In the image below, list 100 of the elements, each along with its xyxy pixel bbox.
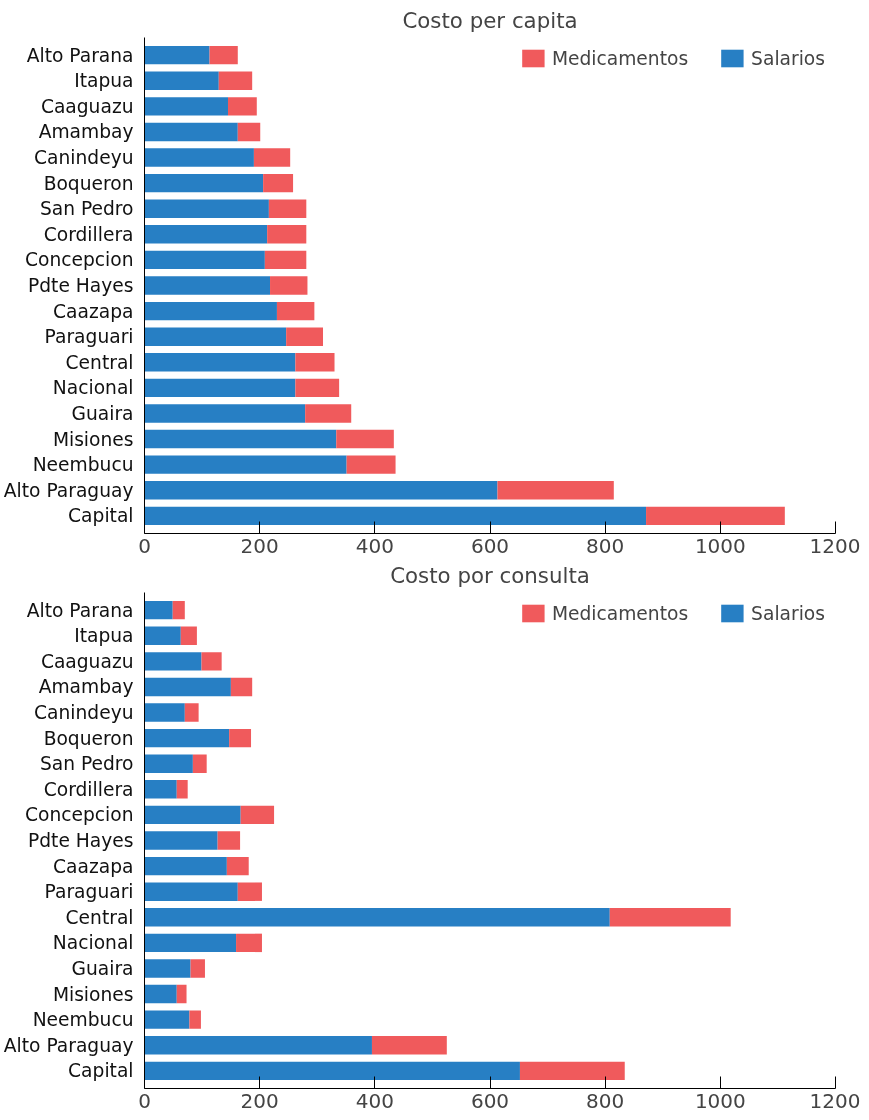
y-tick-label: Canindeyu bbox=[34, 702, 134, 724]
y-tick-label: Nacional bbox=[52, 932, 134, 954]
x-tick-label: 1200 bbox=[809, 533, 861, 558]
bar bbox=[209, 45, 238, 65]
bar bbox=[144, 984, 177, 1004]
y-tick-label: Neembucu bbox=[32, 454, 134, 476]
chart-title: Costo per capita bbox=[402, 7, 578, 33]
y-tick-label: Concepcion bbox=[24, 249, 134, 271]
x-tick-label: 1000 bbox=[694, 1088, 746, 1113]
bar bbox=[201, 652, 222, 671]
bar bbox=[144, 481, 498, 500]
y-tick-label: Misiones bbox=[52, 428, 134, 450]
bar bbox=[144, 908, 610, 927]
bar bbox=[264, 250, 307, 270]
y-tick-label: Guaira bbox=[71, 402, 134, 424]
bar bbox=[144, 378, 296, 398]
bar bbox=[144, 429, 337, 449]
y-tick-label: Alto Parana bbox=[26, 44, 134, 66]
legend-label: Medicamentos bbox=[551, 47, 689, 69]
bar bbox=[267, 225, 307, 244]
bar bbox=[144, 780, 177, 799]
bar bbox=[295, 378, 340, 398]
y-tick-label: Guaira bbox=[71, 957, 134, 979]
bar bbox=[144, 626, 181, 645]
bar bbox=[144, 173, 264, 193]
bar bbox=[646, 506, 785, 526]
y-tick-label: Alto Paraguay bbox=[3, 479, 134, 501]
bar bbox=[144, 71, 219, 90]
y-tick-label: Pdte Hayes bbox=[27, 830, 134, 851]
bar bbox=[305, 404, 352, 423]
bar bbox=[144, 122, 238, 142]
bar bbox=[144, 856, 227, 876]
legend-label: Salarios bbox=[751, 602, 825, 624]
bar bbox=[230, 677, 253, 697]
bar bbox=[144, 301, 277, 321]
y-tick-label: Misiones bbox=[52, 983, 134, 1005]
bar bbox=[144, 353, 296, 372]
bar bbox=[144, 1061, 520, 1081]
bar bbox=[263, 173, 294, 193]
bar bbox=[144, 250, 265, 270]
legend-label: Salarios bbox=[751, 47, 825, 69]
y-tick-label: Amambay bbox=[38, 676, 134, 698]
bar bbox=[144, 959, 191, 978]
x-tick-label: 400 bbox=[355, 533, 394, 558]
bar bbox=[144, 327, 287, 346]
bar bbox=[192, 754, 207, 773]
y-tick-label: Concepcion bbox=[24, 804, 134, 826]
y-tick-label: Amambay bbox=[38, 121, 134, 143]
bar bbox=[144, 276, 271, 295]
bar bbox=[144, 1010, 190, 1029]
bar bbox=[176, 984, 187, 1004]
bar bbox=[144, 728, 230, 748]
bar bbox=[144, 45, 210, 65]
bar bbox=[189, 1010, 201, 1029]
bar bbox=[519, 1061, 625, 1081]
legend-label: Medicamentos bbox=[551, 602, 689, 624]
bar bbox=[144, 882, 238, 901]
y-tick-label: Pdte Hayes bbox=[27, 275, 134, 296]
bar bbox=[218, 71, 253, 90]
x-tick-label: 800 bbox=[586, 533, 625, 558]
y-tick-label: Itapua bbox=[74, 70, 134, 92]
y-tick-label: Caazapa bbox=[53, 300, 134, 322]
bar bbox=[336, 429, 394, 449]
bar bbox=[276, 301, 315, 321]
y-tick-label: Itapua bbox=[74, 625, 134, 647]
bar bbox=[497, 481, 614, 500]
bar bbox=[144, 148, 254, 167]
x-tick-label: 0 bbox=[138, 1088, 151, 1113]
y-tick-label: Caaguazu bbox=[40, 650, 134, 672]
bar bbox=[144, 652, 202, 671]
x-tick-label: 1200 bbox=[809, 1088, 861, 1113]
bar bbox=[144, 225, 268, 244]
bar bbox=[144, 97, 228, 116]
bar bbox=[237, 882, 262, 901]
y-tick-label: Central bbox=[65, 351, 134, 373]
y-tick-label: San Pedro bbox=[39, 753, 134, 775]
bar bbox=[286, 327, 324, 346]
x-tick-label: 800 bbox=[586, 1088, 625, 1113]
bar bbox=[144, 455, 347, 474]
bar bbox=[268, 199, 307, 218]
bar bbox=[172, 600, 185, 620]
bar bbox=[144, 506, 647, 526]
bar bbox=[144, 933, 237, 953]
bar bbox=[226, 856, 249, 876]
x-tick-label: 0 bbox=[138, 533, 151, 558]
y-tick-label: Caazapa bbox=[53, 855, 134, 877]
bar bbox=[184, 703, 199, 722]
y-tick-label: Cordillera bbox=[43, 223, 134, 245]
bar bbox=[144, 703, 185, 722]
x-tick-label: 600 bbox=[470, 533, 510, 558]
y-tick-label: Neembucu bbox=[32, 1009, 134, 1031]
y-tick-label: Capital bbox=[68, 505, 134, 527]
y-tick-label: Boqueron bbox=[43, 172, 134, 194]
bar bbox=[236, 933, 262, 953]
y-tick-label: Alto Paraguay bbox=[3, 1034, 134, 1056]
bar bbox=[217, 831, 241, 850]
x-tick-label: 200 bbox=[240, 1088, 279, 1113]
y-tick-label: Canindeyu bbox=[34, 147, 134, 169]
y-tick-label: Capital bbox=[68, 1060, 134, 1082]
bar bbox=[371, 1036, 447, 1055]
